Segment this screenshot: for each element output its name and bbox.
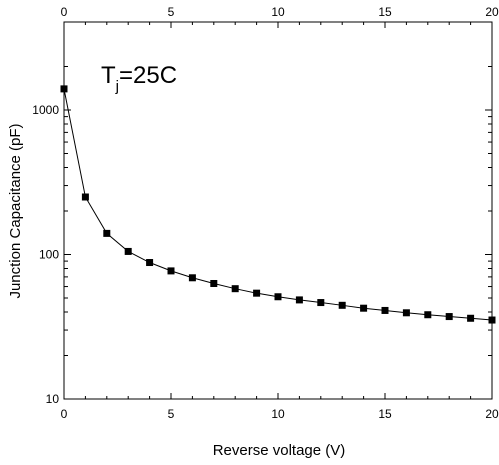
annotation-main: T: [101, 62, 116, 89]
y-tick-label: 1000: [32, 103, 59, 117]
data-point: [253, 289, 261, 297]
data-point: [81, 193, 89, 201]
data-point: [445, 313, 453, 321]
x-tick-label: 0: [61, 407, 68, 421]
data-point: [146, 259, 154, 267]
data-point: [274, 293, 282, 301]
x-tick-label: 15: [378, 407, 392, 421]
data-point: [402, 309, 410, 317]
top-x-tick-label: 0: [61, 5, 68, 19]
series-line: [63, 88, 493, 321]
annotation-subscript: j: [115, 78, 119, 95]
top-x-tick-label: 10: [271, 5, 285, 19]
data-point: [317, 299, 325, 307]
annotation-temperature: Tj=25C: [101, 62, 177, 95]
data-point: [295, 296, 303, 304]
data-point: [338, 301, 346, 309]
data-point: [60, 85, 68, 93]
x-axis-label: Reverse voltage (V): [213, 442, 346, 459]
top-x-tick-label: 5: [168, 5, 175, 19]
data-point: [103, 229, 111, 237]
x-tick-label: 20: [485, 407, 499, 421]
data-point: [360, 304, 368, 312]
data-point: [167, 267, 175, 275]
top-x-tick-label: 20: [485, 5, 499, 19]
axis-ticks: [63, 22, 493, 400]
data-point: [381, 306, 389, 314]
data-point: [124, 247, 132, 255]
data-point: [467, 314, 475, 322]
data-point: [210, 279, 218, 287]
annotation-rest: =25C: [119, 62, 177, 89]
y-tick-label: 100: [39, 248, 59, 262]
y-axis-label: Junction Capacitance (pF): [7, 123, 24, 298]
y-tick-label: 10: [46, 392, 60, 406]
top-x-tick-label: 15: [378, 5, 392, 19]
data-series: [60, 85, 496, 324]
data-point: [231, 285, 239, 293]
x-tick-label: 5: [168, 407, 175, 421]
data-point: [424, 311, 432, 319]
data-point: [188, 274, 196, 282]
x-tick-label: 10: [271, 407, 285, 421]
tick-labels: 0 5 10 15 20 0 5 10 15 20 10 100 1000: [32, 5, 499, 421]
data-point: [488, 316, 496, 324]
